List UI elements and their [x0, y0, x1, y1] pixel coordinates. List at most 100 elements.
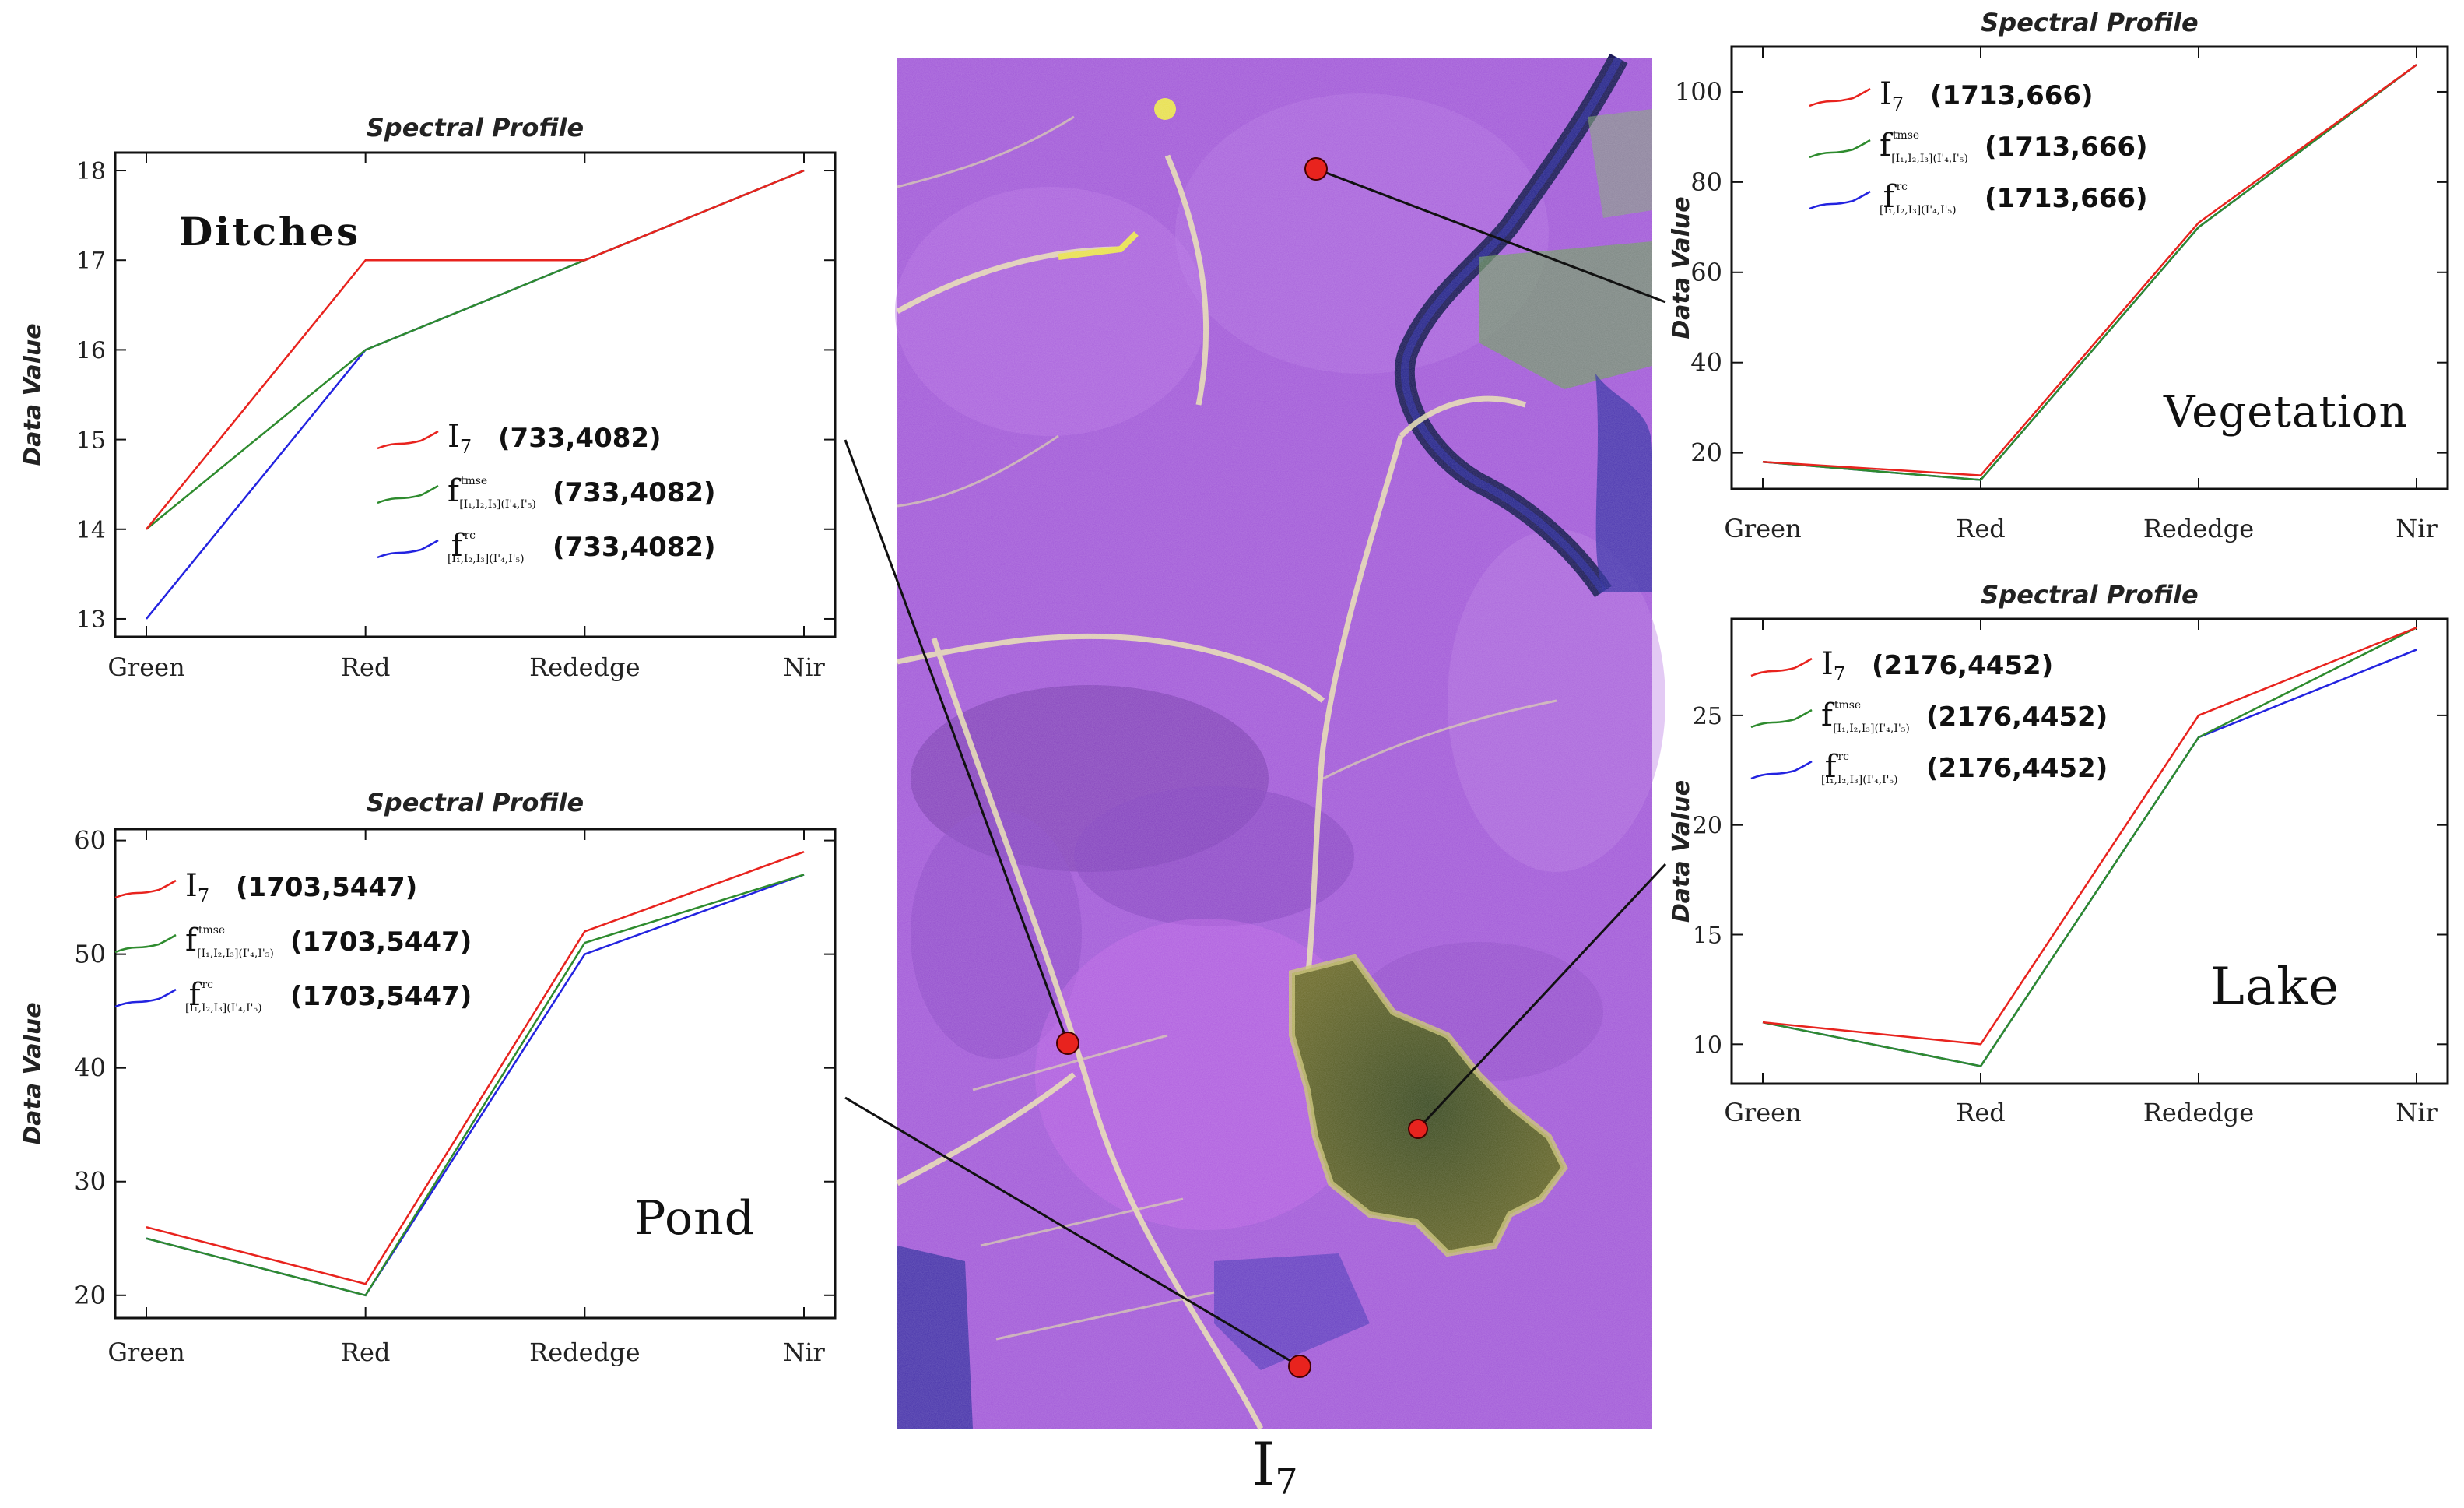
- legend-symbol: f rc [I₁,I₂,I₃](I'₄,I'₅): [1821, 749, 1898, 786]
- series-line-i7: [146, 169, 805, 530]
- satellite-image: [895, 53, 1665, 1430]
- y-tick-label: 15: [1693, 923, 1722, 950]
- legend-swatch: [1750, 708, 1813, 729]
- x-category-label: Green: [1724, 1098, 1801, 1127]
- legend-coordinate: (1713,666): [1930, 80, 2094, 111]
- x-category-label: Red: [341, 652, 391, 682]
- series-line-tmse: [1762, 64, 2417, 481]
- x-category-label: Green: [1724, 514, 1801, 543]
- y-tick-label: 14: [76, 517, 106, 544]
- y-tick-label: 20: [1690, 438, 1722, 468]
- legend-swatch: [1750, 760, 1813, 780]
- x-category-label: Green: [107, 1338, 184, 1367]
- y-tick-label: 20: [1693, 813, 1722, 840]
- y-tick-label: 50: [74, 940, 106, 969]
- y-tick-label: 60: [74, 826, 106, 856]
- chart-title: Spectral Profile: [367, 113, 584, 142]
- connector-ditches: [844, 439, 1069, 1044]
- x-category-label: Nir: [783, 652, 825, 682]
- legend-symbol: f tmse [I₁,I₂,I₃](I'₄,I'₅): [1880, 128, 1968, 165]
- x-category-label: Nir: [783, 1338, 825, 1367]
- legend-swatch: [377, 484, 439, 504]
- x-category-label: Green: [107, 652, 184, 682]
- chart-name: Pond: [634, 1191, 755, 1246]
- legend-coordinate: (1703,5447): [236, 872, 417, 903]
- legend-swatch: [1750, 657, 1813, 677]
- y-axis-label: Data Value: [1668, 196, 1695, 339]
- legend-symbol: I7: [185, 868, 209, 907]
- connector-lake: [1416, 863, 1667, 1130]
- legend-swatch: [1809, 190, 1871, 210]
- chart-vegetation: Spectral Profile Data Value 20 40 60 80 100 Gre…: [1668, 8, 2449, 543]
- y-tick-label: 18: [76, 158, 106, 185]
- legend-coordinate: (2176,4452): [1926, 701, 2108, 733]
- y-tick-label: 60: [1690, 258, 1722, 287]
- chart-lake: Spectral Profile Data Value 10 15 20 25 Green R…: [1668, 580, 2449, 1127]
- marker-vegetation: [1304, 157, 1328, 181]
- legend-swatch: [377, 430, 439, 450]
- y-tick-label: 25: [1693, 703, 1722, 730]
- x-category-label: Red: [1956, 1098, 2006, 1127]
- y-tick-label: 16: [76, 337, 106, 364]
- legend-coordinate: (2176,4452): [1926, 753, 2108, 784]
- y-tick-label: 15: [76, 427, 106, 455]
- spectral-profile-charts: Spectral Profile Data Value 13 14 15 16 17 18 Gr…: [19, 8, 2449, 1367]
- legend-symbol: f rc [I₁,I₂,I₃](I'₄,I'₅): [448, 528, 525, 565]
- legend-swatch: [114, 879, 177, 899]
- legend-symbol: I7: [448, 419, 472, 458]
- legend-symbol: f tmse [I₁,I₂,I₃](I'₄,I'₅): [185, 923, 274, 960]
- y-axis-label: Data Value: [19, 323, 47, 466]
- x-category-label: Rededge: [2143, 1098, 2254, 1127]
- legend-swatch: [1809, 87, 1871, 107]
- legend-coordinate: (1703,5447): [290, 981, 472, 1012]
- y-axis-label: Data Value: [19, 1002, 47, 1144]
- connector-vegetation: [1315, 167, 1666, 304]
- legend-coordinate: (2176,4452): [1872, 650, 2053, 681]
- legend-symbol: f tmse [I₁,I₂,I₃](I'₄,I'₅): [1821, 698, 1910, 735]
- legend-symbol: f rc [I₁,I₂,I₃](I'₄,I'₅): [185, 977, 262, 1014]
- legend-symbol: f rc [I₁,I₂,I₃](I'₄,I'₅): [1880, 179, 1957, 216]
- y-tick-label: 80: [1690, 167, 1722, 197]
- series-line-i7: [146, 851, 805, 1285]
- legend-swatch: [114, 988, 177, 1008]
- x-category-label: Rededge: [529, 1338, 640, 1367]
- plot-frame: [1730, 45, 2449, 490]
- connectors: [844, 167, 1667, 1368]
- y-tick-label: 40: [74, 1053, 106, 1083]
- legend-coordinate: (733,4082): [498, 423, 662, 454]
- legend-coordinate: (1713,666): [1985, 132, 2148, 163]
- x-category-label: Rededge: [2143, 514, 2254, 543]
- chart-ditches: Spectral Profile Data Value 13 14 15 16 17 18 Gr…: [19, 113, 837, 682]
- x-category-label: Nir: [2396, 1098, 2438, 1127]
- connector-pond: [844, 1096, 1300, 1368]
- y-axis-label: Data Value: [1668, 780, 1695, 923]
- marker-pond: [1288, 1355, 1311, 1378]
- series-line-i7: [1762, 64, 2417, 476]
- legend-coordinate: (1703,5447): [290, 926, 472, 958]
- y-tick-label: 17: [76, 248, 106, 275]
- legend-swatch: [377, 539, 439, 559]
- series-line-i7: [1762, 627, 2417, 1046]
- marker-ditches: [1056, 1032, 1079, 1055]
- plot-frame: [114, 828, 837, 1320]
- legend-coordinate: (1713,666): [1985, 183, 2148, 214]
- series-line-tmse: [146, 874, 805, 1297]
- legend-symbol: I7: [1880, 76, 1904, 115]
- x-category-label: Nir: [2396, 514, 2438, 543]
- legend-symbol: I7: [1821, 646, 1845, 685]
- chart-name: Ditches: [179, 209, 360, 255]
- marker-lake: [1408, 1119, 1428, 1139]
- chart-name: Vegetation: [2163, 387, 2408, 438]
- plot-frame: [1730, 617, 2449, 1085]
- legend-swatch: [1809, 139, 1871, 159]
- legend-swatch: [114, 933, 177, 954]
- chart-title: Spectral Profile: [367, 788, 584, 817]
- legend-symbol: f tmse [I₁,I₂,I₃](I'₄,I'₅): [448, 473, 536, 511]
- y-tick-label: 13: [76, 606, 106, 634]
- x-category-label: Red: [1956, 514, 2006, 543]
- y-tick-label: 30: [74, 1167, 106, 1197]
- y-tick-label: 100: [1675, 77, 1722, 107]
- chart-name: Lake: [2210, 957, 2339, 1017]
- legend-coordinate: (733,4082): [553, 477, 716, 508]
- plot-frame: [114, 151, 837, 638]
